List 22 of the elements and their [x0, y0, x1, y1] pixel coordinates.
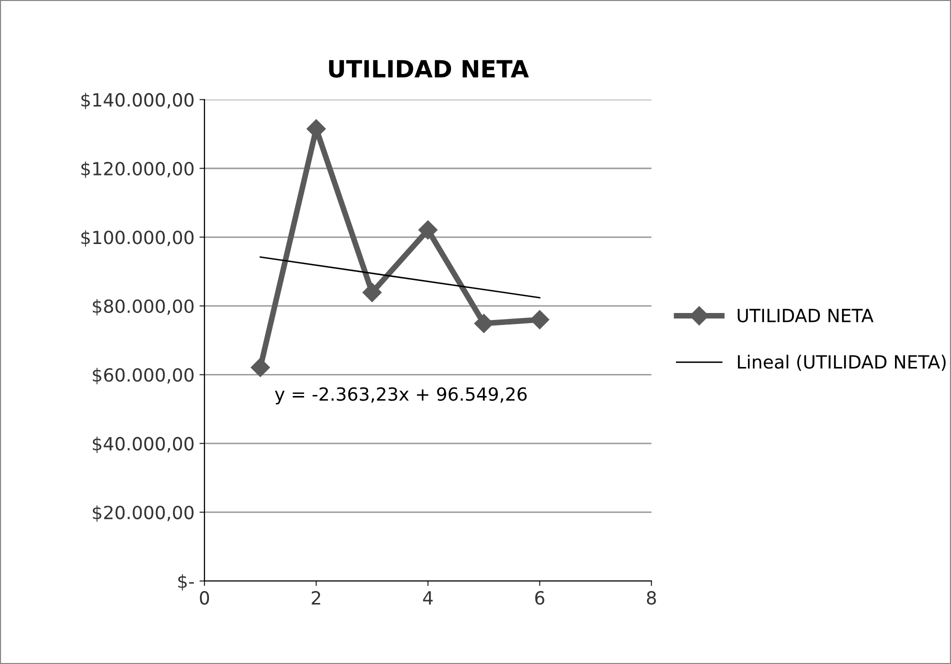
- point: [250, 358, 270, 377]
- point: [530, 310, 550, 330]
- x-tick-label: 0: [200, 591, 210, 605]
- x-tick-label: 8: [646, 591, 656, 605]
- y-tick-label: $100.000,00: [81, 230, 194, 247]
- y-tick-label: $-: [178, 574, 194, 591]
- x-tick-label: 4: [423, 591, 433, 604]
- y-tick-label: $140.000,00: [81, 92, 194, 110]
- point: [362, 282, 382, 302]
- chart-title: UTILIDAD NETA: [329, 60, 529, 78]
- annotation: y = -2.363,23x + 96.549,26: [274, 387, 527, 404]
- y-tick-label: $60.000,00: [92, 368, 194, 384]
- point: [474, 314, 494, 333]
- legend-label: UTILIDAD NETA: [738, 308, 874, 322]
- legend-label: Lineal (UTILIDAD NETA): [738, 354, 946, 371]
- point: [418, 220, 438, 240]
- y-tick-label: $20.000,00: [92, 505, 194, 522]
- y-tick-label: $40.000,00: [92, 436, 194, 453]
- y-tick-label: $80.000,00: [92, 299, 194, 316]
- x-tick-label: 6: [535, 591, 544, 605]
- y-tick-label: $120.000,00: [81, 162, 194, 178]
- x-tick-label: 2: [312, 591, 320, 604]
